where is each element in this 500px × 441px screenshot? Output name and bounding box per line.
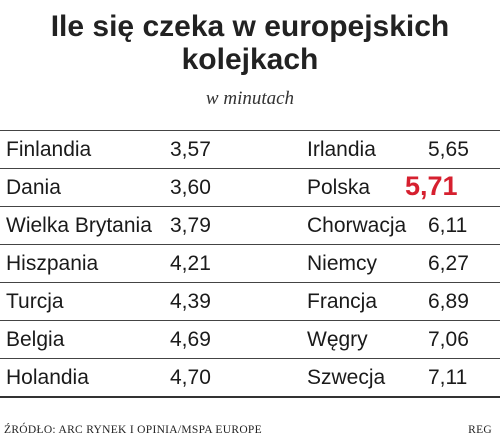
chart-title-line-2: kolejkach — [181, 43, 319, 76]
table-row: Dania 3,60 Polska 5,71 — [0, 169, 500, 207]
table-row: Finlandia 3,57 Irlandia 5,65 — [0, 131, 500, 169]
table-row: Hiszpania 4,21 Niemcy 6,27 — [0, 245, 500, 283]
table-row: Holandia 4,70 Szwecja 7,11 — [0, 359, 500, 398]
country-label: Francja — [307, 290, 378, 313]
value-label: 7,06 — [428, 328, 469, 351]
country-label: Belgia — [6, 328, 65, 351]
country-label: Turcja — [6, 290, 64, 313]
table-row: Belgia 4,69 Węgry 7,06 — [0, 321, 500, 359]
value-label: 4,21 — [170, 252, 211, 275]
value-label: 3,60 — [170, 176, 211, 199]
value-label: 6,89 — [428, 290, 469, 313]
value-label: 6,11 — [428, 214, 468, 237]
highlighted-value: 5,71 — [405, 171, 458, 201]
value-label: 5,65 — [428, 138, 469, 161]
value-label: 4,39 — [170, 290, 211, 313]
country-label: Dania — [6, 176, 61, 199]
table-row: Turcja 4,39 Francja 6,89 — [0, 283, 500, 321]
country-label: Finlandia — [6, 138, 92, 161]
table-row: Wielka Brytania 3,79 Chorwacja 6,11 — [0, 207, 500, 245]
value-label: 3,57 — [170, 138, 211, 161]
chart-title: Ile się czeka w europejskich kolejkach — [0, 10, 500, 76]
country-label: Wielka Brytania — [6, 214, 152, 237]
data-table: Finlandia 3,57 Irlandia 5,65 Dania 3,60 Polska… — [0, 130, 500, 398]
country-label: Węgry — [307, 328, 368, 351]
source-note: ŹRÓDŁO: ARC RYNEK I OPINIA/MSPA EUROPE — [4, 424, 262, 436]
value-label: 7,11 — [428, 366, 468, 389]
chart-title-line-1: Ile się czeka w europejskich — [50, 10, 450, 43]
country-label: Hiszpania — [6, 252, 99, 275]
country-label: Holandia — [6, 366, 89, 389]
value-label: 4,69 — [170, 328, 211, 351]
credit-note: REG — [468, 424, 492, 436]
country-label: Chorwacja — [307, 214, 407, 237]
chart-subtitle: w minutach — [205, 88, 295, 109]
value-label: 6,27 — [428, 252, 469, 275]
country-label: Polska — [307, 176, 371, 199]
country-label: Niemcy — [307, 252, 378, 275]
value-label: 3,79 — [170, 214, 211, 237]
country-label: Szwecja — [307, 366, 386, 389]
value-label: 4,70 — [170, 366, 211, 389]
country-label: Irlandia — [307, 138, 376, 161]
